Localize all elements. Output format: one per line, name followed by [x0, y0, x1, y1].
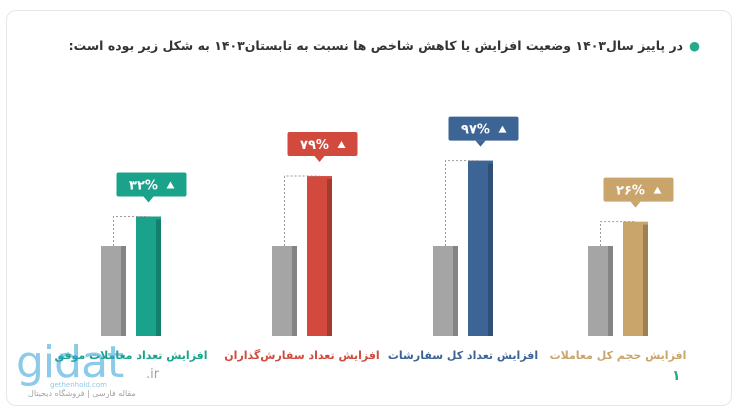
- base-bar-side: [608, 246, 613, 336]
- watermark-subtitle: مقاله فارسی | فروشگاه دیجیتال: [28, 389, 136, 398]
- base-bar-side: [292, 246, 297, 336]
- up-arrow-icon: [498, 125, 507, 133]
- change-badge-pointer: [143, 196, 154, 203]
- value-bar-cap: [136, 216, 161, 220]
- chart-card: [6, 10, 732, 406]
- value-bar-side: [327, 178, 332, 336]
- connector-line: [445, 160, 481, 246]
- connector-line: [113, 215, 149, 246]
- category-label: افزایش تعداد کل سفارشات: [388, 349, 538, 362]
- change-badge-pointer: [475, 140, 486, 147]
- connector-line: [600, 221, 636, 246]
- change-badge-pointer: [314, 156, 325, 163]
- change-badge: [116, 172, 187, 197]
- change-badge: [448, 116, 519, 141]
- value-bar-side: [156, 218, 161, 336]
- category-label: افزایش تعداد سفارش‌گذاران: [224, 349, 379, 362]
- change-badge: [287, 132, 358, 157]
- category-label: افزایش حجم کل معاملات: [550, 349, 687, 362]
- base-bar-side: [453, 246, 458, 336]
- base-bar-side: [121, 246, 126, 336]
- change-label: ۹۷%: [461, 123, 490, 138]
- watermark-tld: .ir: [146, 367, 160, 382]
- category-label: افزایش تعداد معاملات موفق: [54, 349, 207, 362]
- up-arrow-icon: [653, 186, 662, 194]
- value-bar-side: [643, 223, 648, 336]
- change-badge: [603, 177, 674, 202]
- watermark-logo: gidat .ir gethenhold.com مقاله فارسی | ف…: [10, 337, 170, 403]
- change-label: ۳۲%: [129, 178, 158, 193]
- watermark-site: gethenhold.com: [50, 381, 107, 389]
- change-badge-pointer: [630, 201, 641, 208]
- bullet-icon: ●: [689, 38, 700, 53]
- chart-heading: ● در پاییز سال۱۴۰۳ وضعیت افزایش یا کاهش ش…: [69, 38, 700, 53]
- value-bar-cap: [307, 176, 332, 180]
- heading-text: در پاییز سال۱۴۰۳ وضعیت افزایش یا کاهش شا…: [68, 38, 684, 53]
- value-bar-side: [488, 162, 493, 336]
- connector-line: [284, 175, 320, 246]
- change-label: ۲۶%: [616, 184, 645, 199]
- change-label: ۷۹%: [300, 138, 329, 153]
- value-bar-cap: [468, 160, 493, 164]
- page-number: ۱: [672, 368, 681, 384]
- up-arrow-icon: [166, 181, 175, 189]
- watermark-logo-text: gidat: [16, 337, 124, 388]
- value-bar-cap: [623, 221, 648, 225]
- up-arrow-icon: [337, 141, 346, 149]
